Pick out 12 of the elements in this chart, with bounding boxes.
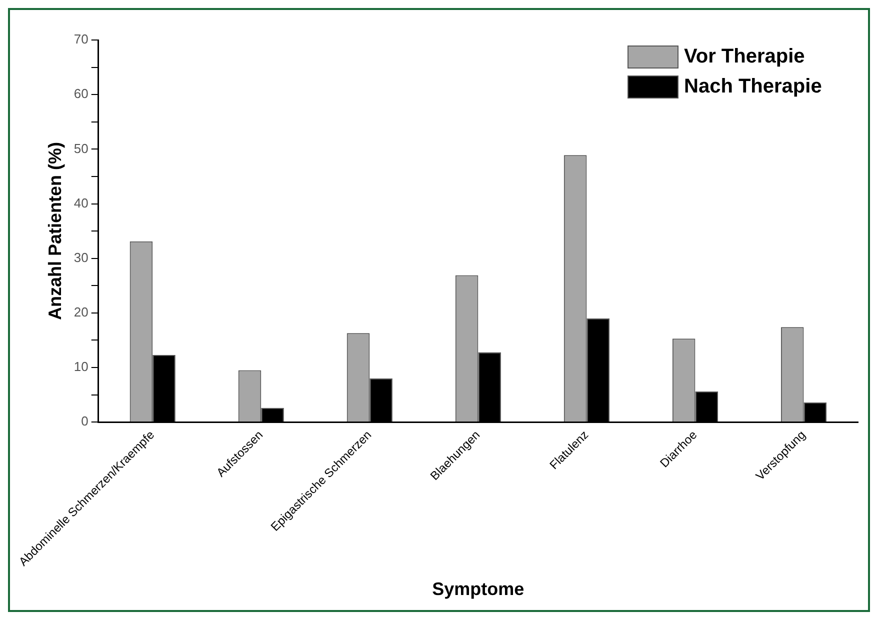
- y-tick-label: 10: [74, 359, 88, 374]
- y-tick-label: 50: [74, 140, 88, 156]
- legend-label: Nach Therapie: [684, 76, 822, 98]
- x-axis-title: Symptome: [432, 579, 524, 600]
- y-tick-label: 40: [74, 195, 88, 210]
- y-tick-label: 0: [81, 414, 88, 429]
- y-tick-label: 70: [74, 32, 88, 47]
- y-axis-title: Anzahl Patienten (%): [45, 142, 66, 320]
- y-tick-label: 30: [74, 250, 88, 265]
- legend-label: Vor Therapie: [684, 46, 805, 68]
- y-tick-label: 60: [74, 86, 88, 102]
- y-tick-label: 20: [74, 304, 88, 320]
